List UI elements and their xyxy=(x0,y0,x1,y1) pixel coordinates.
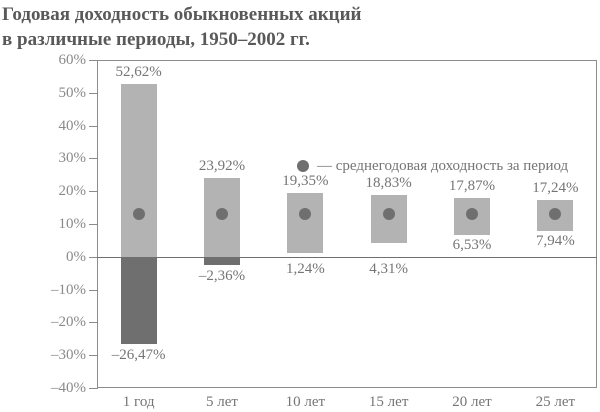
bar-max-value-label: 19,35% xyxy=(282,173,329,190)
y-axis-tick-mark xyxy=(89,224,98,225)
bar-min-value-label: 4,31% xyxy=(369,260,409,277)
x-axis-category-label: 25 лет xyxy=(535,394,576,410)
bar-min-value-label: 1,24% xyxy=(285,260,325,277)
range-bar-positive xyxy=(120,84,157,257)
average-return-dot xyxy=(132,208,145,221)
chart-title-line-1: Годовая доходность обыкновенных акций xyxy=(2,4,362,25)
average-return-dot xyxy=(549,208,562,221)
y-axis-tick-label: 50% xyxy=(58,84,87,101)
bar-max-value-label: 52,62% xyxy=(115,64,162,81)
y-axis-tick-label: –20% xyxy=(51,314,86,331)
bar-max-value-label: 23,92% xyxy=(198,158,246,175)
y-axis-tick-mark xyxy=(89,92,98,94)
x-axis-category-label: 1 год xyxy=(122,394,155,410)
bar-min-value-label: –26,47% xyxy=(111,346,166,363)
y-axis-tick-label: 10% xyxy=(58,216,87,232)
bar-max-value-label: 17,24% xyxy=(532,180,579,197)
x-axis-category-label: 15 лет xyxy=(368,394,409,410)
x-axis-category-label: 5 лет xyxy=(206,394,238,410)
y-axis-tick-mark xyxy=(89,191,98,193)
y-axis-tick-mark xyxy=(89,388,98,389)
average-dot-icon xyxy=(297,160,309,172)
bar-min-value-label: 6,53% xyxy=(452,237,492,254)
y-axis-tick-mark xyxy=(89,355,98,357)
y-axis-tick-mark xyxy=(89,60,98,61)
range-bar-positive xyxy=(287,193,324,253)
chart-title-line-2: в различные периоды, 1950–2002 гг. xyxy=(2,29,310,50)
legend-label: — среднегодовая доходность за период xyxy=(317,158,569,174)
y-axis-tick-label: 20% xyxy=(58,183,87,200)
x-axis-category-label: 20 лет xyxy=(452,394,492,410)
chart-title: Годовая доходность обыкновенных акций в … xyxy=(2,2,362,52)
average-return-dot xyxy=(299,208,312,221)
zero-baseline xyxy=(97,257,597,258)
average-return-dot xyxy=(466,208,478,221)
range-bar-negative xyxy=(204,256,240,265)
plot-area: — среднегодовая доходность за период xyxy=(97,60,597,388)
legend: — среднегодовая доходность за период xyxy=(297,158,568,174)
bar-min-value-label: –2,36% xyxy=(198,267,246,284)
x-axis-category-label: 10 лет xyxy=(285,394,326,410)
y-axis-tick-label: 0% xyxy=(66,248,86,265)
average-return-dot xyxy=(382,208,395,221)
y-axis-tick-label: 60% xyxy=(58,52,87,68)
range-bar-negative xyxy=(120,256,157,344)
bar-max-value-label: 18,83% xyxy=(365,175,412,192)
y-axis-tick-label: 40% xyxy=(58,117,87,134)
bar-max-value-label: 17,87% xyxy=(448,178,496,195)
y-axis-tick-mark xyxy=(89,289,98,291)
y-axis-tick-label: –30% xyxy=(51,347,86,364)
y-axis-tick-label: 30% xyxy=(58,150,87,167)
y-axis-tick-mark xyxy=(89,158,98,160)
y-axis-tick-mark xyxy=(89,125,98,127)
bar-min-value-label: 7,94% xyxy=(535,232,575,249)
y-axis-tick-label: –40% xyxy=(51,380,86,396)
y-axis-tick-mark xyxy=(89,256,98,258)
average-return-dot xyxy=(216,208,228,221)
y-axis-tick-mark xyxy=(89,322,98,324)
y-axis-tick-label: –10% xyxy=(51,281,86,298)
